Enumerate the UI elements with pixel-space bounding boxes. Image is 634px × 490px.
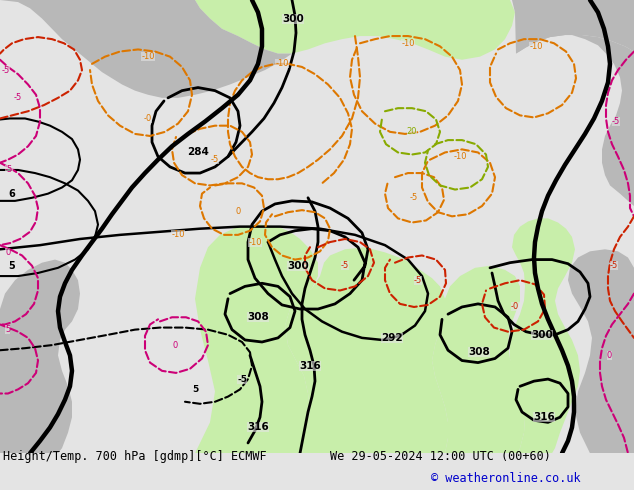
Text: 316: 316 xyxy=(299,361,321,371)
Text: -5: -5 xyxy=(341,261,349,270)
Text: -0: -0 xyxy=(511,302,519,312)
Text: 308: 308 xyxy=(468,347,490,357)
Text: -5: -5 xyxy=(14,94,22,102)
Text: 0: 0 xyxy=(235,207,241,216)
Text: -5: -5 xyxy=(612,117,620,126)
Text: 284: 284 xyxy=(187,147,209,157)
Text: 0: 0 xyxy=(172,341,178,349)
Text: 300: 300 xyxy=(287,261,309,271)
Text: We 29-05-2024 12:00 UTC (00+60): We 29-05-2024 12:00 UTC (00+60) xyxy=(330,450,550,463)
Polygon shape xyxy=(195,0,515,60)
Polygon shape xyxy=(510,0,634,53)
Text: -5: -5 xyxy=(2,66,10,74)
Text: -10: -10 xyxy=(171,230,184,240)
Text: 20: 20 xyxy=(407,127,417,136)
Text: 316: 316 xyxy=(247,422,269,433)
Text: -10: -10 xyxy=(249,238,262,246)
Text: 0: 0 xyxy=(607,351,612,360)
Text: 5: 5 xyxy=(192,385,198,394)
Text: -5: -5 xyxy=(610,261,618,270)
Polygon shape xyxy=(516,0,634,206)
Text: © weatheronline.co.uk: © weatheronline.co.uk xyxy=(431,472,581,485)
Text: 5: 5 xyxy=(8,261,15,271)
Text: 292: 292 xyxy=(381,333,403,343)
Text: Height/Temp. 700 hPa [gdmp][°C] ECMWF: Height/Temp. 700 hPa [gdmp][°C] ECMWF xyxy=(3,450,267,463)
Polygon shape xyxy=(285,247,448,453)
Text: -5: -5 xyxy=(237,374,247,384)
Polygon shape xyxy=(195,224,318,453)
Text: 308: 308 xyxy=(247,312,269,322)
Text: -10: -10 xyxy=(401,39,415,48)
Text: -10: -10 xyxy=(529,42,543,51)
Text: 6: 6 xyxy=(8,189,15,198)
Text: -0: -0 xyxy=(144,114,152,123)
Text: -5: -5 xyxy=(5,166,13,174)
Text: 300: 300 xyxy=(531,330,553,340)
Text: -5: -5 xyxy=(410,193,418,202)
Text: 316: 316 xyxy=(533,412,555,422)
Polygon shape xyxy=(0,0,292,98)
Text: 300: 300 xyxy=(282,14,304,24)
Text: -5: -5 xyxy=(211,155,219,164)
Polygon shape xyxy=(0,260,80,453)
Polygon shape xyxy=(568,206,634,453)
Text: -10: -10 xyxy=(275,59,288,69)
Text: -5: -5 xyxy=(414,276,422,285)
Text: -10: -10 xyxy=(141,52,155,61)
Text: 0: 0 xyxy=(5,248,10,257)
Polygon shape xyxy=(510,219,580,453)
Text: 5: 5 xyxy=(5,325,10,334)
Polygon shape xyxy=(432,266,525,453)
Text: -10: -10 xyxy=(453,152,467,161)
